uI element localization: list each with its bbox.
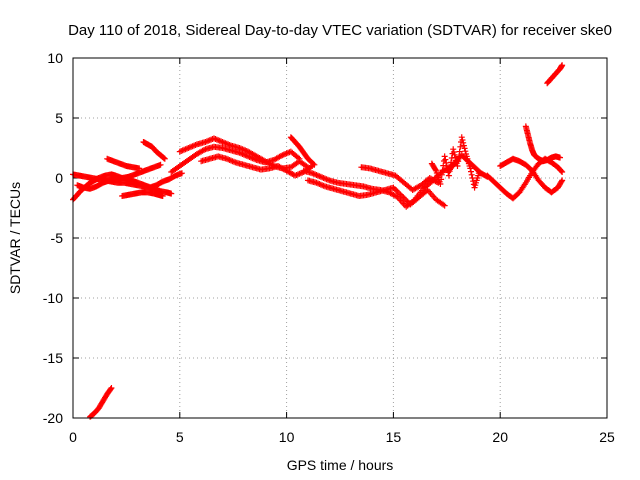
data-point [438, 176, 445, 183]
data-point [462, 148, 469, 155]
data-point [454, 163, 461, 169]
data-point [108, 385, 115, 391]
x-tick-label: 0 [69, 429, 77, 445]
y-tick-label: -20 [43, 410, 63, 426]
data-point [451, 151, 458, 158]
data-point [161, 155, 168, 162]
data-point [390, 184, 397, 191]
data-point [457, 143, 464, 150]
x-tick-label: 20 [492, 429, 508, 445]
data-point [459, 137, 466, 143]
data-point [441, 202, 448, 209]
data-point [136, 165, 143, 172]
data-point [437, 181, 444, 187]
data-point [438, 171, 445, 178]
y-tick-label: -5 [51, 230, 64, 246]
x-tick-label: 25 [599, 429, 615, 445]
y-tick-label: 5 [55, 110, 63, 126]
data-point [157, 161, 164, 168]
data-point [456, 148, 463, 155]
data-point [460, 142, 467, 149]
series-track-bump [140, 139, 168, 162]
data-point [559, 62, 566, 69]
data-point [394, 188, 401, 195]
data-point [432, 166, 439, 173]
data-point [557, 154, 564, 161]
data-point [398, 193, 405, 199]
data-point [468, 171, 475, 178]
data-point [467, 165, 474, 172]
data-point [439, 167, 446, 174]
data-point [468, 168, 475, 175]
y-tick-label: 0 [55, 170, 63, 186]
series-track-b2 [104, 155, 143, 172]
data-point [450, 149, 457, 155]
y-axis-label: SDTVAR / TECUs [7, 182, 23, 294]
data-point [311, 161, 318, 168]
y-tick-label: 10 [47, 50, 63, 66]
series-track-end-up [544, 62, 566, 87]
x-tick-label: 15 [386, 429, 402, 445]
data-points [70, 62, 566, 420]
data-point [310, 160, 317, 167]
series-track-21-peak [522, 123, 564, 165]
series-track-c1 [119, 189, 166, 199]
data-point [558, 178, 565, 185]
data-point [450, 146, 457, 153]
series-track-start-low [87, 385, 115, 420]
axis-ticks: 0 5 10 15 20 25 -20 -15 -10 -5 0 5 10 [43, 50, 615, 445]
data-point [460, 139, 467, 146]
data-point [441, 153, 448, 160]
data-point [443, 163, 450, 169]
x-tick-label: 10 [279, 429, 295, 445]
data-point [458, 134, 465, 141]
series-track-mid-c [198, 153, 316, 179]
data-point [168, 190, 175, 197]
chart-title: Day 110 of 2018, Sidereal Day-to-day VTE… [68, 22, 612, 39]
y-tick-label: -10 [43, 290, 63, 306]
plot-frame [72, 57, 608, 419]
data-point [391, 186, 398, 192]
series-track-scatter-18 [428, 134, 482, 191]
series-track-peak-10 [287, 134, 318, 168]
data-point [400, 194, 407, 201]
data-point [178, 170, 185, 177]
data-point [159, 193, 166, 199]
x-tick-label: 5 [176, 429, 184, 445]
series-track-18-loop [445, 152, 491, 180]
x-axis-label: GPS time / hours [287, 457, 394, 473]
data-point [442, 156, 449, 163]
data-point [559, 169, 566, 175]
data-point [559, 177, 566, 184]
grid-lines [73, 58, 607, 418]
series-track-early-c [74, 161, 164, 192]
data-point [558, 168, 565, 175]
data-point [461, 145, 468, 152]
series-track-20-b [497, 155, 566, 196]
data-point [107, 386, 114, 392]
y-tick-label: -15 [43, 350, 63, 366]
series-track-late-b [304, 177, 448, 209]
